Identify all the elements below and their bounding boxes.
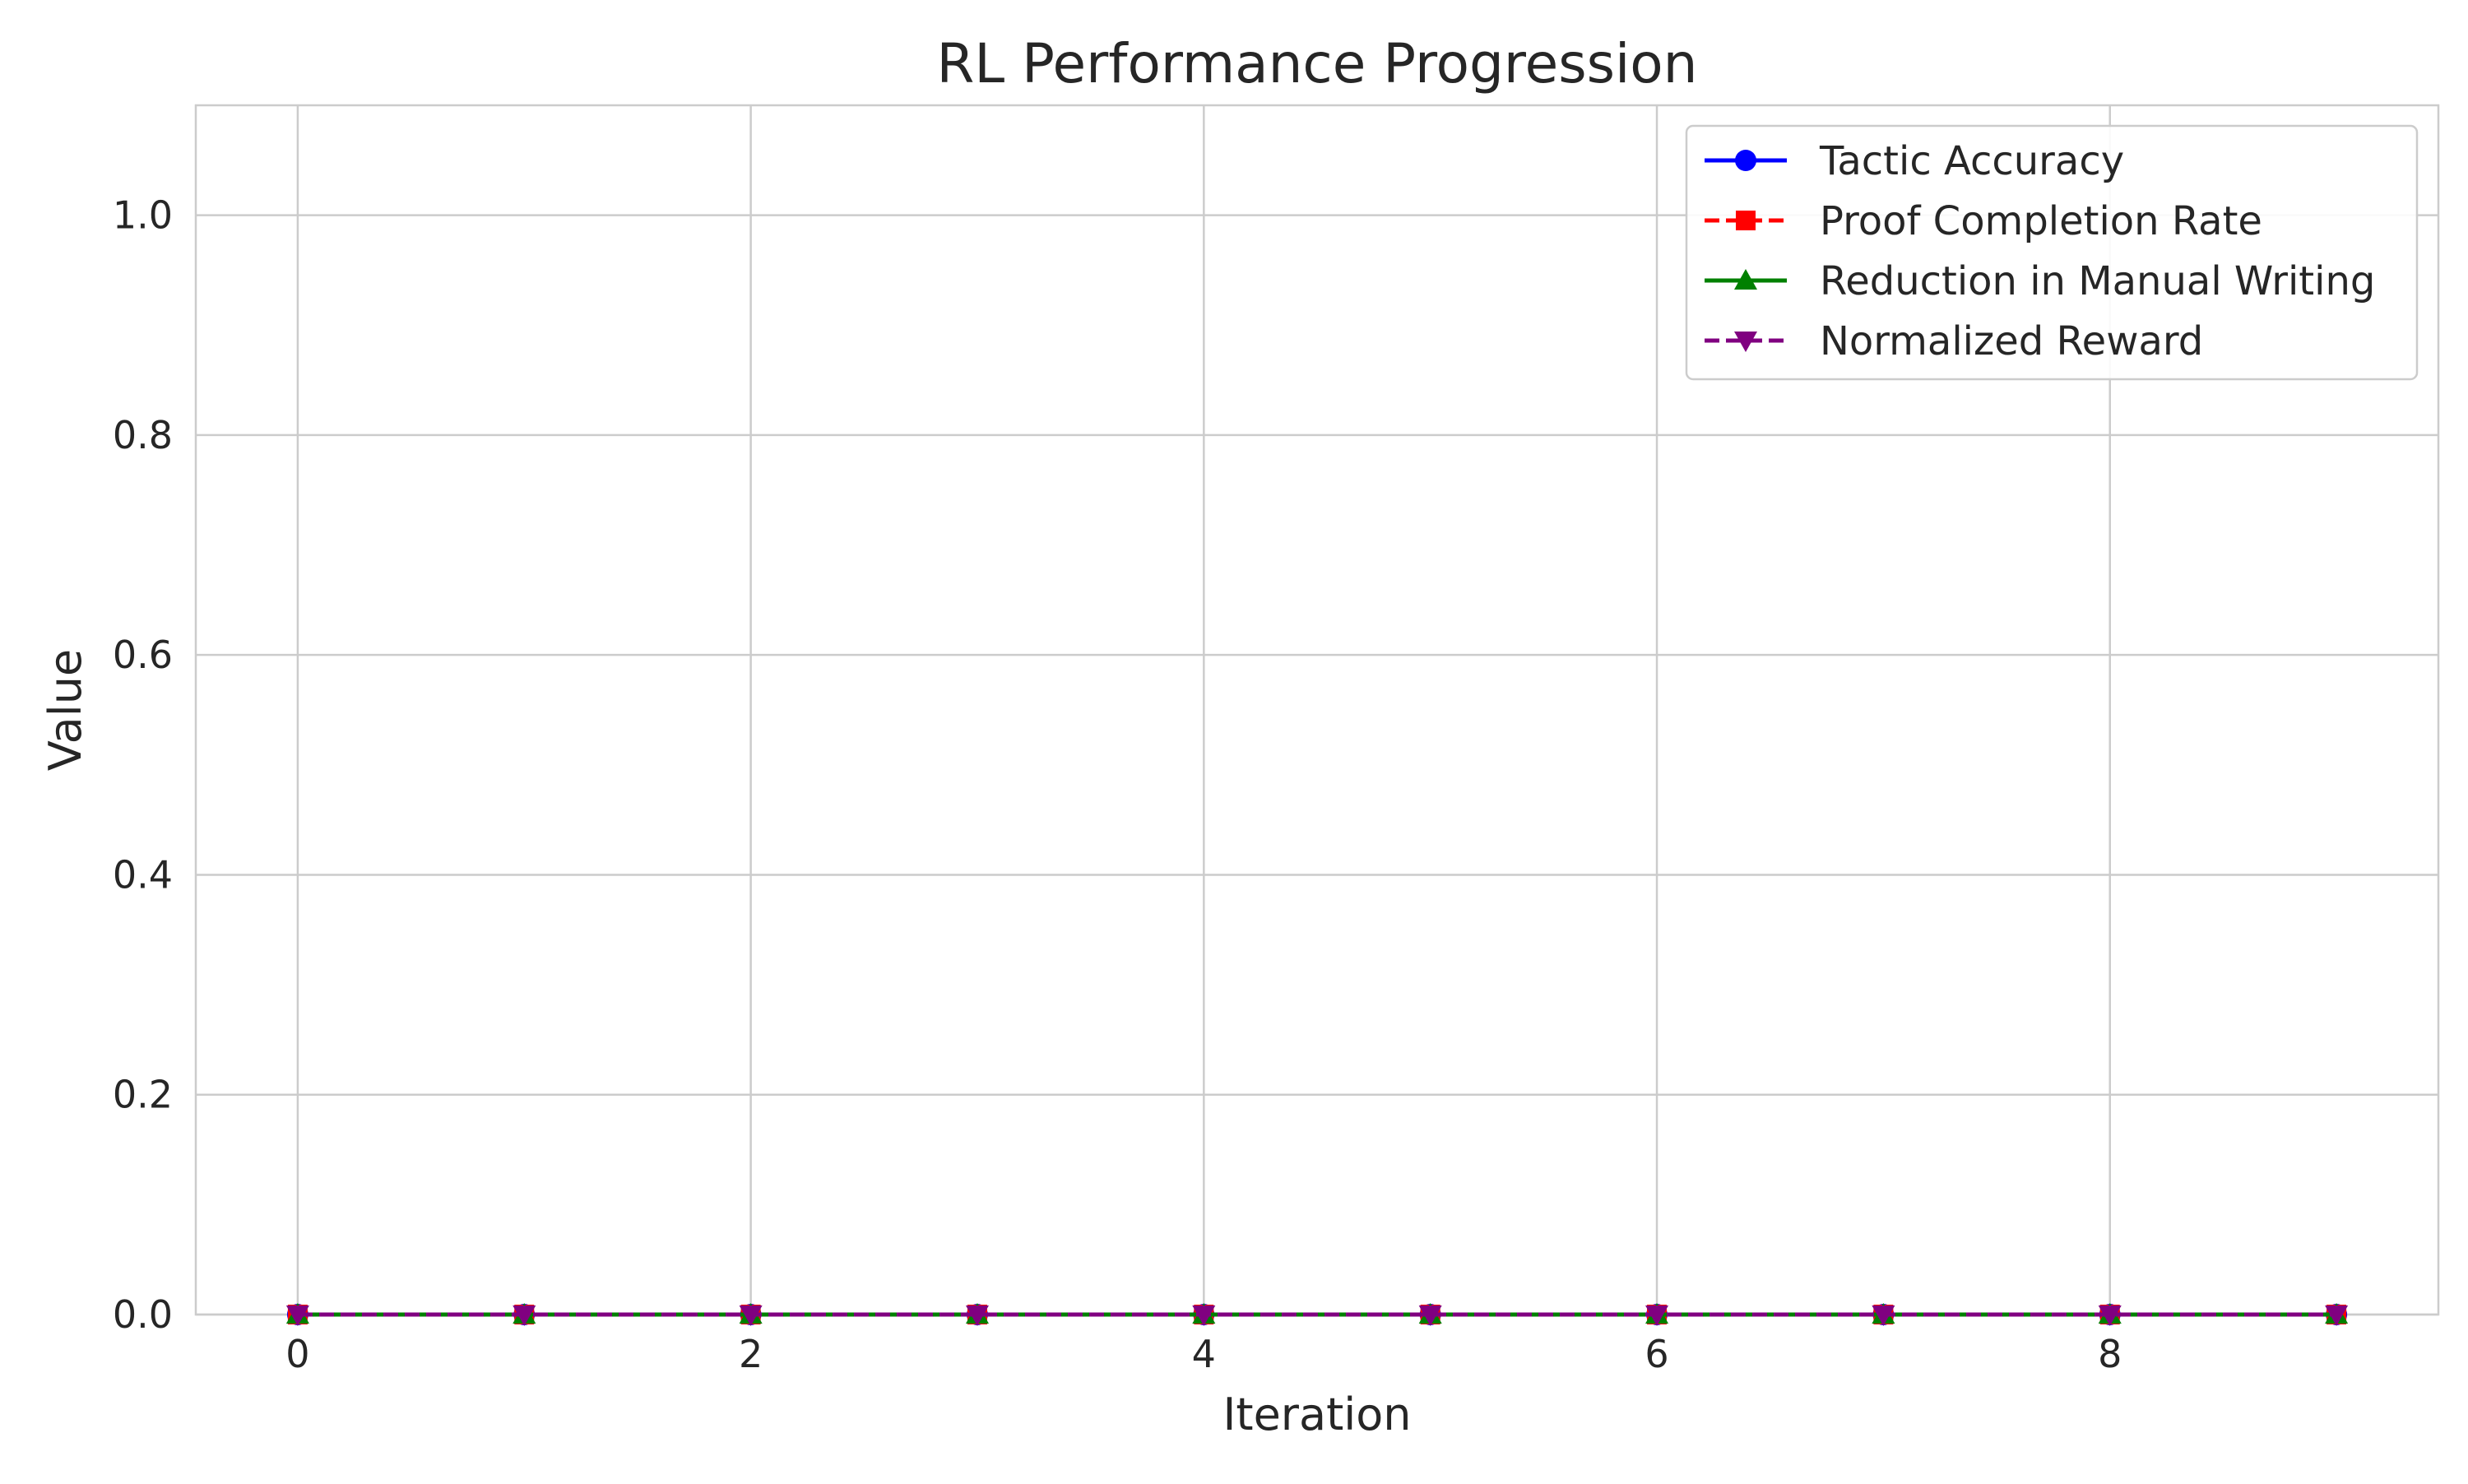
data-point xyxy=(2098,1305,2122,1326)
legend-item: Reduction in Manual Writing xyxy=(1705,258,2375,304)
legend-item: Tactic Accuracy xyxy=(1705,138,2124,184)
data-point xyxy=(739,1305,763,1326)
x-tick-label: 6 xyxy=(1645,1332,1668,1376)
legend: Tactic Accuracy Proof Completion Rate Redu… xyxy=(1685,124,2419,381)
data-point xyxy=(1872,1305,1895,1326)
legend-label: Tactic Accuracy xyxy=(1819,138,2124,184)
legend-label: Normalized Reward xyxy=(1820,318,2203,364)
data-point xyxy=(1418,1305,1442,1326)
legend-label: Proof Completion Rate xyxy=(1820,198,2262,244)
x-tick-label: 0 xyxy=(285,1332,309,1376)
y-tick-label: 0.8 xyxy=(113,413,173,457)
legend-box xyxy=(1685,124,2419,381)
legend-label: Reduction in Manual Writing xyxy=(1820,258,2375,304)
data-point xyxy=(1192,1305,1216,1326)
x-tick-label: 8 xyxy=(2098,1332,2122,1376)
y-tick-label: 0.0 xyxy=(113,1292,173,1337)
legend-marker xyxy=(1735,150,1756,171)
y-axis-label: Value xyxy=(39,649,91,771)
data-point xyxy=(513,1305,536,1326)
y-tick-label: 0.2 xyxy=(113,1073,173,1117)
x-tick-label: 4 xyxy=(1192,1332,1216,1376)
legend-marker xyxy=(1734,332,1757,352)
data-point xyxy=(2325,1305,2349,1326)
legend-item: Normalized Reward xyxy=(1705,318,2203,364)
series-normalized-reward xyxy=(285,1305,2349,1326)
data-point xyxy=(965,1305,989,1326)
legend-item: Proof Completion Rate xyxy=(1705,198,2262,244)
series-layer xyxy=(285,1303,2349,1326)
x-tick-label: 2 xyxy=(739,1332,763,1376)
y-tick-label: 1.0 xyxy=(113,193,173,238)
chart-title: RL Performance Progression xyxy=(936,32,1697,95)
data-point xyxy=(1645,1305,1669,1326)
y-tick-label: 0.6 xyxy=(113,633,173,677)
x-axis-label: Iteration xyxy=(1222,1389,1411,1440)
data-point xyxy=(285,1305,309,1326)
tick-labels: 0 2 4 6 8 0.0 0.2 0.4 0.6 0.8 1.0 xyxy=(113,193,2122,1376)
y-tick-label: 0.4 xyxy=(113,852,173,897)
legend-marker xyxy=(1734,269,1757,290)
legend-marker xyxy=(1736,211,1756,230)
